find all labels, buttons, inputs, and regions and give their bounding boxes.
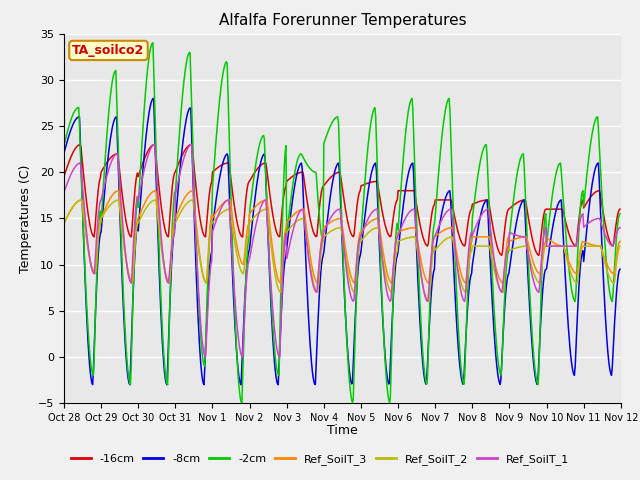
Legend: -16cm, -8cm, -2cm, Ref_SoilT_3, Ref_SoilT_2, Ref_SoilT_1: -16cm, -8cm, -2cm, Ref_SoilT_3, Ref_Soil… [66, 450, 574, 469]
Y-axis label: Temperatures (C): Temperatures (C) [19, 164, 33, 273]
X-axis label: Time: Time [327, 424, 358, 437]
Title: Alfalfa Forerunner Temperatures: Alfalfa Forerunner Temperatures [219, 13, 466, 28]
Text: TA_soilco2: TA_soilco2 [72, 44, 145, 57]
